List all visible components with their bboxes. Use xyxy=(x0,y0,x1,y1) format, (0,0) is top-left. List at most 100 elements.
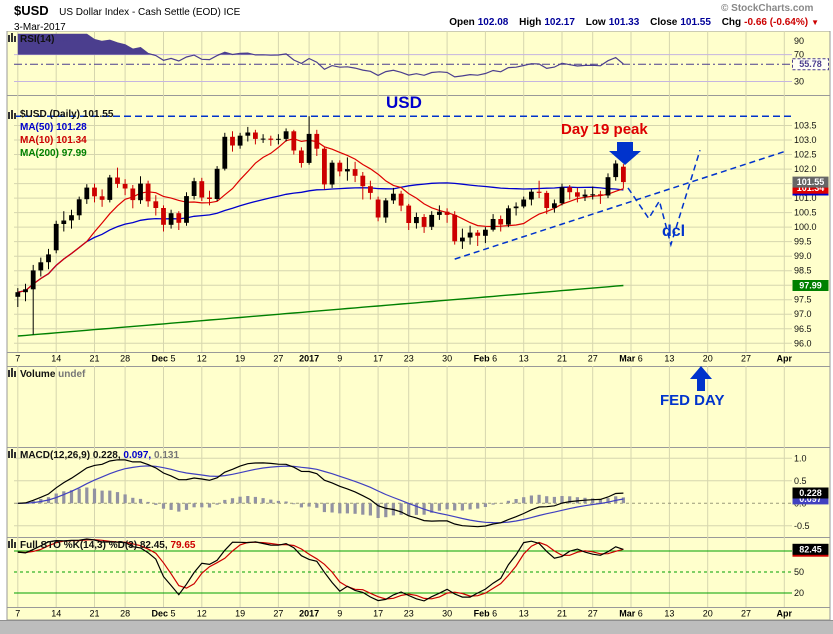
x-axis-label: 21 xyxy=(557,609,567,619)
x-axis-label: 13 xyxy=(519,609,529,619)
x-axis-label: 27 xyxy=(273,609,283,619)
x-axis-label: Dec 5 xyxy=(151,354,175,364)
svg-text:101.34: 101.34 xyxy=(797,183,825,193)
x-axis-label: Mar 6 xyxy=(619,609,643,619)
x-axis-label: 21 xyxy=(89,354,99,364)
x-axis-label: 28 xyxy=(120,609,130,619)
x-axis-label: 30 xyxy=(442,354,452,364)
high-value: 102.17 xyxy=(544,17,575,28)
svg-text:55.78: 55.78 xyxy=(799,59,822,69)
rsi-panel xyxy=(14,33,792,82)
x-axis-label: 2017 xyxy=(299,354,319,364)
copyright: © StockCharts.com xyxy=(721,3,814,14)
axis-value-box: 101.34 xyxy=(792,182,829,194)
ma50-value: 101.28 xyxy=(56,122,87,133)
axis-value-box: 101.55 xyxy=(792,176,829,188)
svg-text:97.99: 97.99 xyxy=(799,280,822,290)
x-axis-label: 27 xyxy=(273,354,283,364)
sto-axis-label: 50 xyxy=(794,567,804,577)
x-axis-label: 19 xyxy=(235,609,245,619)
x-axis-label: 21 xyxy=(557,354,567,364)
macd-panel xyxy=(14,459,792,528)
price-axis-label: 103.5 xyxy=(794,120,817,130)
sto-k-line xyxy=(17,538,624,602)
usd-annotation: USD xyxy=(386,93,422,112)
ma200-legend: MA(200) 97.99 xyxy=(20,147,113,160)
triangle-down-icon: ▼ xyxy=(811,18,819,27)
ma10-label: MA(10) xyxy=(20,135,54,146)
low-value: 101.33 xyxy=(608,17,640,28)
volume-legend-value: undef xyxy=(58,369,86,380)
open-label: Open xyxy=(449,17,475,28)
x-axis-label: 13 xyxy=(664,354,674,364)
close-value: 101.55 xyxy=(680,17,711,28)
price-legend-label: $USD (Daily) xyxy=(20,109,81,120)
rsi-legend-label: RSI(14) xyxy=(20,34,55,45)
price-axis-label: 96.0 xyxy=(794,338,812,348)
x-axis-label: 17 xyxy=(373,354,383,364)
panel-backgrounds xyxy=(6,30,831,621)
price-panel xyxy=(14,115,792,337)
x-axis-label: 7 xyxy=(15,354,20,364)
x-axis-label: 9 xyxy=(337,609,342,619)
x-axis-label: Apr xyxy=(777,354,793,364)
sto-k-value: 82.45, xyxy=(139,540,168,551)
x-axis-label: 30 xyxy=(442,609,452,619)
macd-value-1: 0.228, xyxy=(92,450,121,461)
x-axis-label: 2017 xyxy=(299,609,319,619)
title-row: $USD US Dollar Index - Cash Settle (EOD)… xyxy=(14,2,240,20)
ma10-line xyxy=(17,138,624,293)
price-legend-value: 101.55 xyxy=(82,109,114,120)
price-axis-label: 101.0 xyxy=(794,193,817,203)
sto-panel xyxy=(14,538,792,602)
macd-axis-label: 0.5 xyxy=(794,476,807,486)
price-axis-label: 103.0 xyxy=(794,135,817,145)
price-axis-label: 97.0 xyxy=(794,309,812,319)
price-axis-label: 102.0 xyxy=(794,164,817,174)
svg-text:0.228: 0.228 xyxy=(799,488,822,498)
close-label: Close xyxy=(650,17,678,28)
x-axis-label: 19 xyxy=(235,354,245,364)
macd-value-2: 0.097, xyxy=(123,450,152,461)
svg-text:101.55: 101.55 xyxy=(797,177,825,187)
x-axis-label: 14 xyxy=(51,609,61,619)
candles-layer xyxy=(15,116,626,335)
rsi-overbought-fill xyxy=(17,34,624,55)
x-axis-label: 27 xyxy=(588,354,598,364)
macd-line xyxy=(17,459,624,528)
macd-legend: MACD(12,26,9) 0.228, 0.097, 0.131 xyxy=(20,449,179,462)
x-axis-label: 13 xyxy=(664,609,674,619)
rsi-line xyxy=(17,33,624,78)
sto-d-value: 79.65 xyxy=(170,540,196,551)
ma50-line xyxy=(17,182,624,293)
support-trendline xyxy=(454,150,785,260)
panel-icon xyxy=(8,449,16,458)
ma10-value: 101.34 xyxy=(56,135,87,146)
x-axis-label: Feb 6 xyxy=(474,354,498,364)
axis-value-box: 0.097 xyxy=(792,493,829,505)
x-axis-label: 13 xyxy=(519,354,529,364)
low-label: Low xyxy=(585,17,606,28)
x-axis-label: 27 xyxy=(588,609,598,619)
x-axis-label: 21 xyxy=(89,609,99,619)
x-axis-label: 7 xyxy=(15,609,20,619)
quote-line: Open 102.08 High 102.17 Low 101.33 Close 101… xyxy=(441,17,819,28)
quote-row: 3-Mar-2017 Open 102.08 High 102.17 Low 101.… xyxy=(14,17,819,35)
volume-legend-label: Volume xyxy=(20,369,56,380)
x-axis-label: 20 xyxy=(703,609,713,619)
chg-value: -0.66 (-0.64%) xyxy=(744,17,809,28)
rsi-legend-value: 55.78 xyxy=(57,34,83,45)
axis-value-box: 97.99 xyxy=(792,280,829,291)
instrument-name: US Dollar Index - Cash Settle (EOD) ICE xyxy=(59,7,241,18)
sto-legend: Full STO %K(14,3) %D(3) 82.45, 79.65 xyxy=(20,539,195,552)
projection-zigzag xyxy=(627,149,701,248)
svg-text:0.097: 0.097 xyxy=(799,494,822,504)
x-axis-label: Feb 6 xyxy=(474,609,498,619)
price-axis-label: 99.0 xyxy=(794,251,812,261)
arrow-down-icon xyxy=(609,142,641,165)
x-axis-label: 20 xyxy=(703,354,713,364)
window-bottom-bar xyxy=(0,620,833,634)
chart-date: 3-Mar-2017 xyxy=(14,22,66,33)
x-axis-label: 14 xyxy=(51,354,61,364)
